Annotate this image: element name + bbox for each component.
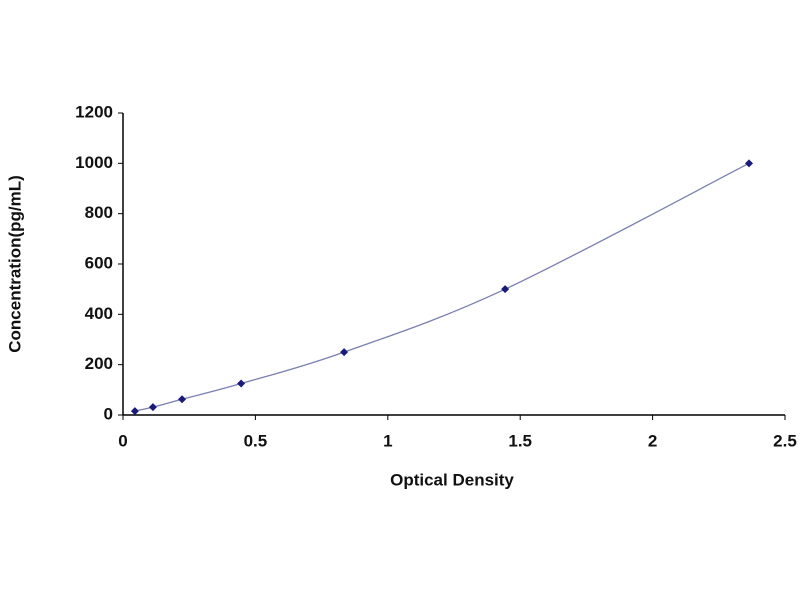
y-tick-label: 800 [85,203,113,222]
point [501,285,510,294]
x-tick-label: 2.5 [773,431,797,450]
y-tick-label: 1200 [75,102,113,121]
y-axis-title: Concentration(pg/mL) [5,175,24,353]
x-tick-label: 0 [118,431,127,450]
y-tick-label: 1000 [75,153,113,172]
point [237,379,246,388]
y-tick-label: 200 [85,354,113,373]
x-tick-label: 1.5 [508,431,532,450]
x-axis-title: Optical Density [390,470,514,489]
x-tick-label: 2 [648,431,657,450]
x-tick-label: 1 [383,431,392,450]
point [130,407,139,416]
y-tick-label: 400 [85,304,113,323]
point [340,348,349,357]
point [744,159,753,168]
x-tick-label: 0.5 [244,431,268,450]
y-tick-label: 600 [85,253,113,272]
point [178,395,187,404]
point [148,403,157,412]
curve [134,162,750,412]
y-tick-label: 0 [104,404,113,423]
